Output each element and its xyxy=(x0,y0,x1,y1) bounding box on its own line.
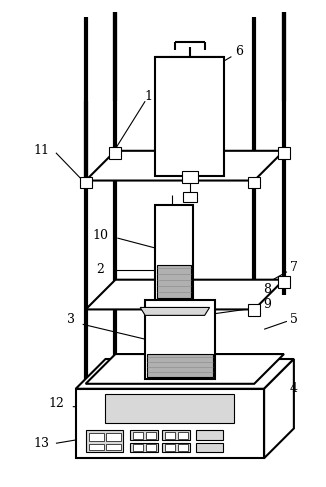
Text: 12: 12 xyxy=(48,397,64,410)
Text: 5: 5 xyxy=(290,313,298,326)
Bar xyxy=(133,444,143,451)
Bar xyxy=(183,192,197,203)
Bar xyxy=(162,431,190,440)
Text: 4: 4 xyxy=(290,382,298,395)
Bar xyxy=(107,444,121,450)
Bar xyxy=(106,393,234,424)
Bar xyxy=(146,444,156,451)
Text: 2: 2 xyxy=(96,263,104,276)
Bar xyxy=(133,432,143,439)
Bar xyxy=(155,56,225,176)
Bar xyxy=(155,206,193,300)
Text: 7: 7 xyxy=(290,262,298,274)
Text: 1: 1 xyxy=(144,90,152,103)
Bar xyxy=(80,177,92,188)
Text: 13: 13 xyxy=(33,437,49,450)
Bar xyxy=(86,431,123,452)
Bar xyxy=(196,443,224,452)
Bar xyxy=(178,432,188,439)
Bar xyxy=(162,443,190,452)
Text: 10: 10 xyxy=(93,228,109,242)
Bar xyxy=(89,444,104,450)
Bar xyxy=(196,431,224,440)
Polygon shape xyxy=(86,151,284,181)
Polygon shape xyxy=(76,359,294,389)
Text: 9: 9 xyxy=(263,298,271,311)
Polygon shape xyxy=(157,265,191,298)
Bar xyxy=(182,170,198,183)
Polygon shape xyxy=(76,389,264,458)
Bar xyxy=(278,147,290,159)
Bar xyxy=(130,443,158,452)
Text: 3: 3 xyxy=(67,313,75,326)
Bar xyxy=(130,431,158,440)
Polygon shape xyxy=(86,354,284,384)
Polygon shape xyxy=(147,354,213,377)
Polygon shape xyxy=(86,280,284,309)
Bar xyxy=(165,432,175,439)
Polygon shape xyxy=(140,307,210,316)
Bar xyxy=(145,300,215,379)
Bar xyxy=(146,432,156,439)
Bar xyxy=(278,276,290,288)
Text: 6: 6 xyxy=(235,45,243,58)
Polygon shape xyxy=(264,359,294,458)
Bar xyxy=(89,433,104,441)
Bar xyxy=(178,444,188,451)
Bar xyxy=(110,147,121,159)
Text: 11: 11 xyxy=(33,144,49,157)
Bar xyxy=(165,444,175,451)
Bar xyxy=(248,304,260,317)
Text: 8: 8 xyxy=(263,283,271,296)
Bar xyxy=(248,177,260,188)
Bar xyxy=(107,433,121,441)
